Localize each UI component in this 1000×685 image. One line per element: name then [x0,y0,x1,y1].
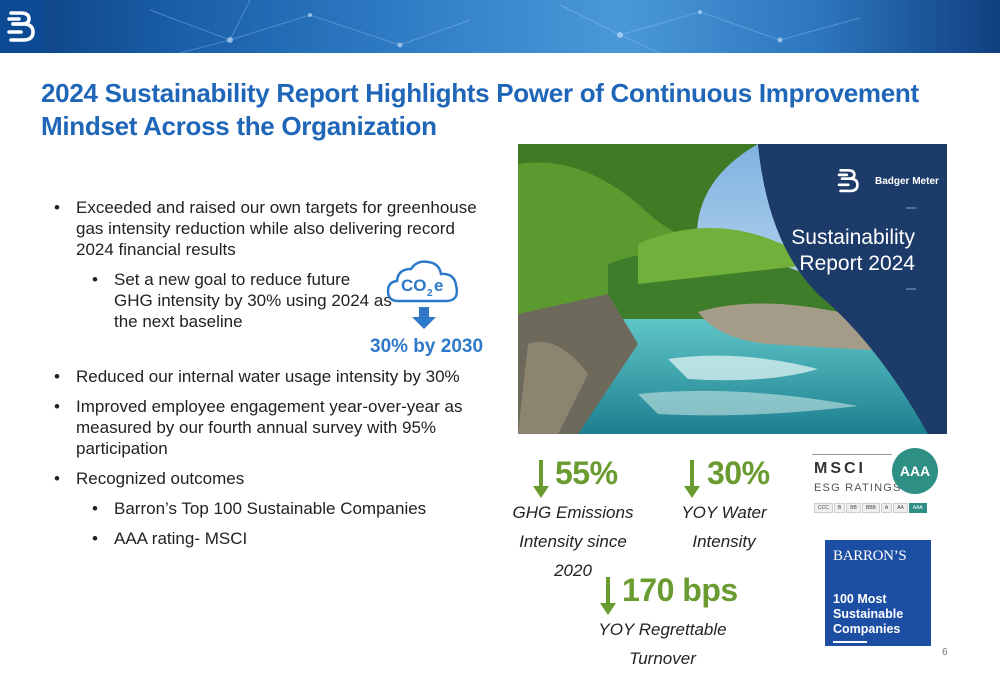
stat-water: 30% [707,455,770,492]
msci-scale-item: BB [846,503,861,513]
stat-turnover: 170 bps [622,572,738,609]
stat-turnover-caption-line2: Turnover [629,649,696,668]
cover-title: Sustainability Report 2024 [770,225,915,277]
stat-ghg-caption-line2: Intensity since 2020 [519,532,627,580]
stat-water-caption-line2: Intensity [692,532,756,551]
barrons-subtitle: 100 Most Sustainable Companies [833,592,904,636]
cover-brand-name: Badger Meter [875,176,939,187]
bullet-ghg-targets: Exceeded and raised our own targets for … [52,197,492,260]
msci-scale-item: A [880,503,893,513]
bullet-new-ghg-goal: Set a new goal to reduce future GHG inte… [52,269,392,332]
co2e-label-co: CO [401,276,427,295]
stat-water-caption: YOY Water Intensity [664,498,784,556]
ghg-goal-label: 30% by 2030 [370,336,484,357]
msci-rating-circle: AAA [892,448,938,494]
network-pattern-decoration [149,0,861,53]
msci-scale-item: AA [893,503,908,513]
stat-turnover-caption-line1: YOY Regrettable [598,620,727,639]
bullet-recognized-outcomes: Recognized outcomes [52,468,492,489]
barrons-rule [833,641,867,643]
header-banner [0,0,1000,53]
stat-ghg-caption: GHG Emissions Intensity since 2020 [498,498,648,585]
river-landscape-image [518,144,947,434]
badger-meter-logo-icon [7,11,35,42]
msci-scale-item: CCC [814,503,833,513]
bullet-water-usage: Reduced our internal water usage intensi… [52,366,492,387]
msci-name: MSCI [814,460,866,477]
barrons-sustainable-badge: BARRON’S 100 Most Sustainable Companies [825,540,931,646]
msci-divider [812,454,892,455]
page-title-line2: Mindset Across the Organization [41,111,437,141]
stat-turnover-value: 170 bps [622,572,738,608]
page-title: 2024 Sustainability Report Highlights Po… [41,77,941,143]
cover-title-line2: Report 2024 [799,252,915,275]
co2e-cloud-icon: CO 2 e [384,257,464,338]
stat-ghg: 55% [555,455,618,492]
bullet-barrons: Barron’s Top 100 Sustainable Companies [52,498,492,519]
msci-scale-item-active: AAA [908,503,927,513]
cover-title-line1: Sustainability [791,226,915,249]
down-arrow-icon [600,577,616,615]
msci-rating-scale: CCC B BB BBB A AA AAA [814,503,927,513]
page-number: 6 [942,647,948,658]
msci-esg-rating-badge: MSCI ESG RATINGS AAA CCC B BB BBB A AA A… [812,448,938,518]
barrons-name: BARRON’S [833,548,907,564]
badger-meter-logo [0,0,46,53]
co2e-label-e: e [434,276,443,295]
cover-logo-icon [836,168,862,199]
msci-scale-item: B [833,503,846,513]
msci-scale-item: BBB [861,503,880,513]
co2e-label-sub: 2 [427,288,433,299]
stat-ghg-value: 55% [555,455,618,491]
down-arrow-icon [684,460,700,498]
bullet-msci-rating: AAA rating- MSCI [52,528,492,549]
stat-water-value: 30% [707,455,770,491]
highlights-list: Exceeded and raised our own targets for … [52,197,492,549]
msci-subtitle: ESG RATINGS [814,482,902,494]
page-title-line1: 2024 Sustainability Report Highlights Po… [41,78,919,108]
sustainability-report-cover [518,144,947,434]
bullet-employee-engagement: Improved employee engagement year-over-y… [52,396,492,459]
down-arrow-icon [533,460,549,498]
stat-turnover-caption: YOY Regrettable Turnover [590,615,735,673]
stat-water-caption-line1: YOY Water [681,503,767,522]
stat-ghg-caption-line1: GHG Emissions [512,503,634,522]
